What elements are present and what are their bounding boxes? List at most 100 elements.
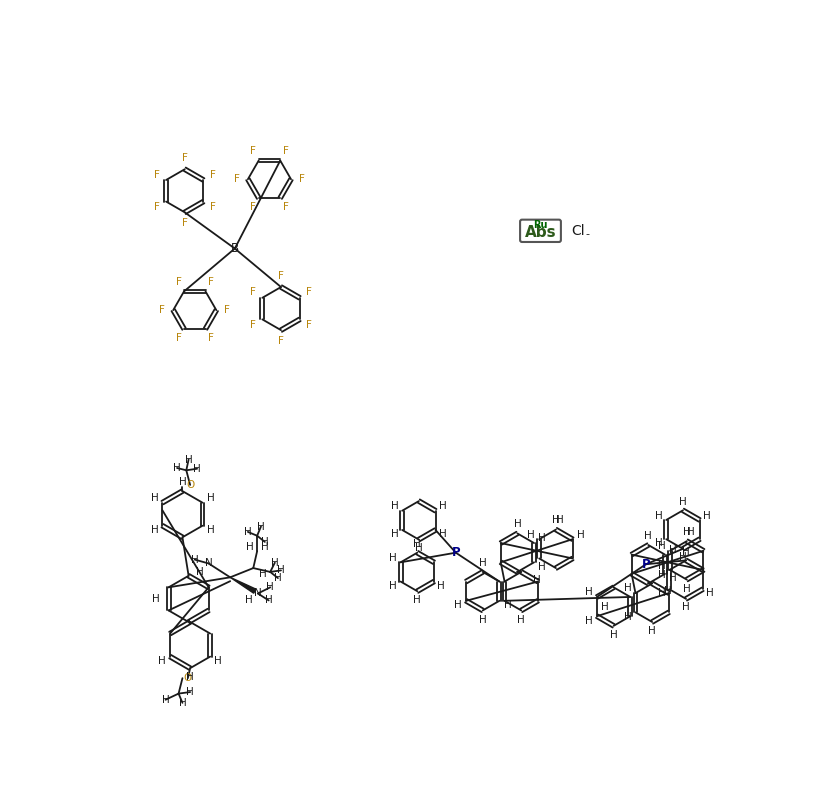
Text: H: H: [158, 656, 166, 667]
Text: H: H: [261, 537, 269, 547]
Text: H: H: [207, 525, 214, 535]
Text: H: H: [703, 511, 711, 521]
Text: H: H: [538, 533, 546, 543]
Text: H: H: [663, 586, 672, 596]
Text: H: H: [184, 454, 193, 465]
Text: H: H: [658, 541, 666, 551]
Text: N: N: [254, 588, 262, 599]
Text: H: H: [658, 561, 666, 571]
Text: H: H: [624, 612, 631, 622]
Text: H: H: [686, 527, 695, 537]
Text: H: H: [556, 516, 564, 525]
Text: H: H: [600, 601, 609, 612]
Text: B: B: [231, 242, 239, 255]
Text: F: F: [234, 174, 240, 184]
Text: H: H: [439, 501, 447, 512]
Text: H: H: [706, 588, 714, 599]
Text: H: H: [414, 595, 421, 604]
Text: H: H: [161, 695, 170, 705]
Text: H: H: [186, 687, 194, 697]
Text: H: H: [151, 525, 158, 535]
Text: H: H: [414, 539, 421, 550]
Text: F: F: [154, 202, 160, 212]
Text: H: H: [669, 545, 676, 555]
Text: H: H: [207, 493, 214, 503]
Text: H: H: [655, 538, 662, 549]
Text: F: F: [306, 287, 312, 298]
Text: H: H: [265, 596, 273, 605]
Text: H: H: [528, 529, 535, 540]
Text: H: H: [277, 566, 284, 575]
Text: H: H: [194, 464, 201, 474]
Polygon shape: [230, 577, 256, 593]
Text: F: F: [251, 203, 256, 212]
Text: F: F: [278, 271, 284, 282]
Text: H: H: [533, 575, 541, 584]
Text: H: H: [479, 615, 486, 625]
Text: H: H: [390, 553, 397, 563]
Text: H: H: [683, 584, 691, 594]
Text: H: H: [585, 616, 593, 625]
Text: H: H: [214, 656, 222, 667]
Text: F: F: [278, 336, 284, 346]
Text: F: F: [208, 277, 214, 287]
Text: F: F: [251, 146, 256, 157]
Text: H: H: [658, 588, 666, 599]
Text: N: N: [205, 558, 213, 568]
Text: F: F: [175, 277, 182, 287]
Text: H: H: [261, 542, 269, 552]
Text: F: F: [154, 169, 160, 180]
Text: H: H: [259, 569, 266, 579]
Text: F: F: [299, 174, 304, 184]
Text: H: H: [179, 698, 186, 708]
Text: F: F: [283, 203, 289, 212]
Text: F: F: [208, 333, 214, 343]
Text: H: H: [390, 581, 397, 591]
Text: H: H: [679, 552, 686, 562]
Text: H: H: [648, 626, 656, 636]
Text: F: F: [160, 305, 165, 315]
Text: H: H: [454, 600, 462, 610]
Text: H: H: [538, 562, 546, 572]
Text: F: F: [210, 169, 216, 180]
Text: H: H: [679, 497, 686, 507]
Text: H: H: [195, 567, 203, 577]
Text: H: H: [266, 583, 274, 592]
Text: H: H: [191, 554, 198, 565]
Text: O: O: [184, 673, 192, 684]
Text: Abs: Abs: [524, 225, 557, 240]
Text: F: F: [306, 320, 312, 330]
Text: H: H: [257, 521, 265, 532]
Text: H: H: [669, 574, 676, 583]
Text: H: H: [658, 570, 666, 579]
Text: H: H: [624, 583, 631, 593]
Text: P: P: [452, 546, 460, 559]
Text: H: H: [682, 602, 690, 613]
Text: H: H: [655, 511, 662, 521]
Text: H: H: [518, 615, 525, 625]
Text: H: H: [391, 501, 399, 512]
Text: H: H: [151, 493, 158, 503]
Text: Cl: Cl: [571, 224, 585, 238]
Text: H: H: [682, 547, 690, 557]
Text: H: H: [274, 573, 282, 583]
Text: F: F: [175, 333, 182, 343]
Text: H: H: [683, 527, 691, 537]
Text: H: H: [437, 581, 445, 591]
Text: H: H: [173, 463, 181, 473]
Text: H: H: [514, 519, 521, 529]
Text: Ru: Ru: [533, 220, 547, 231]
Text: H: H: [152, 594, 160, 604]
Text: H: H: [179, 477, 186, 487]
Text: F: F: [182, 218, 188, 228]
Text: P: P: [642, 558, 650, 571]
Text: F: F: [250, 287, 256, 298]
Text: H: H: [246, 542, 253, 552]
Text: F: F: [250, 320, 256, 330]
Text: F: F: [224, 305, 230, 315]
Text: H: H: [244, 527, 251, 537]
Text: H: H: [245, 596, 252, 605]
Text: -: -: [586, 229, 589, 239]
Text: H: H: [479, 558, 486, 567]
Text: H: H: [576, 529, 585, 540]
